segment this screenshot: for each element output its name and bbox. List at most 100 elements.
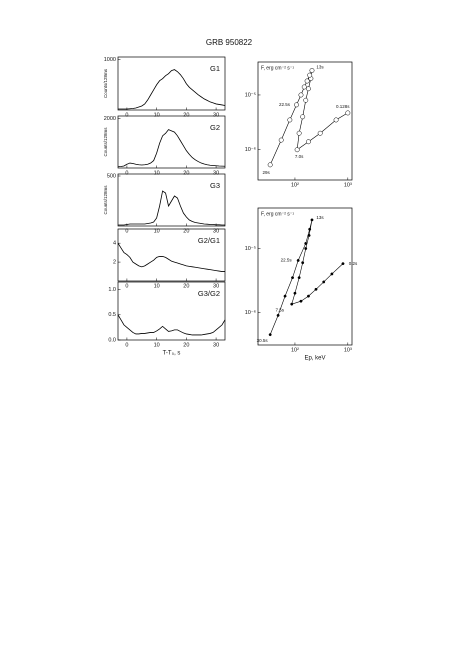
y-tick-label: 10⁻⁶ [245,146,256,153]
data-point [299,299,303,303]
data-point [283,294,287,298]
plot-frame [117,56,226,111]
y-tick-label: 4 [113,241,116,247]
y-tick-label: 500 [107,173,116,179]
x-tick-label: 10³ [344,347,352,353]
x-axis-label: Ep, keV [304,356,325,362]
y-tick-label: 1.0 [108,287,116,293]
data-point [314,287,318,291]
data-point [297,276,301,280]
data-point [303,97,309,103]
data-point [341,262,345,266]
data-point [290,302,294,306]
x-tick-label: 10 [154,112,160,118]
y-tick-label: 2000 [104,116,116,122]
annotation: 0.2s [349,261,358,266]
x-tick-label: 20 [183,283,189,289]
x-tick-label: 30 [213,170,219,176]
data-point [306,294,310,298]
x-tick-label: 0 [125,170,128,176]
data-point [309,68,315,73]
figure-title: GRB 950822 [206,38,253,47]
x-tick-label: 10 [154,170,160,176]
light-curve [117,242,225,272]
data-point [305,86,311,92]
data-point [301,261,305,265]
trajectory [269,219,344,335]
data-point [304,241,308,245]
data-point [322,280,326,284]
plot-frame [117,115,226,169]
light-curve [118,69,226,110]
data-point [298,92,304,98]
panel-label: G3 [210,181,220,190]
data-point [291,276,294,280]
data-point [333,117,339,123]
annotation: 22.5s [281,258,293,263]
panel-label: G2 [210,123,220,132]
data-point [307,234,311,237]
x-tick-label: 30 [213,228,219,234]
x-tick-label: 0 [125,342,128,348]
x-tick-label: 10² [291,182,299,188]
data-point [278,137,284,143]
data-point [330,272,334,276]
y-axis-label: Counts/128ms [103,127,108,157]
x-tick-label: 30 [213,112,219,118]
light-curve [117,314,226,336]
data-point [296,259,300,262]
data-point [301,84,307,90]
x-tick-label: 20 [183,170,189,176]
data-point [287,117,293,123]
data-point [300,114,306,120]
x-tick-label: 30 [213,342,219,348]
data-point [345,110,351,116]
y-tick-label: 10⁻⁵ [245,91,256,98]
data-point [307,72,313,78]
x-tick-label: 10 [154,283,160,289]
y-axis-label: F, erg cm⁻² s⁻¹ [261,65,294,71]
annotation: 22.5s [279,102,291,107]
x-tick-label: 10³ [344,182,352,188]
x-axis-label: T-T₀, s [163,351,181,357]
x-tick-label: 20 [183,342,189,348]
x-tick-label: 0 [125,228,128,234]
data-point [267,162,273,168]
panel-label: G2/G1 [198,236,220,245]
data-point [268,333,272,337]
y-tick-label: 1000 [104,57,116,63]
x-tick-label: 0 [125,112,128,118]
annotation: 13s [316,215,324,220]
plot-frame [117,228,226,282]
data-point [304,247,308,250]
plot-frame [257,207,353,346]
data-point [304,78,310,84]
light-curve [117,129,226,168]
data-point [293,291,297,295]
y-tick-label: 0.0 [108,337,116,343]
plot-frame [117,173,226,227]
x-tick-label: 20 [183,228,189,234]
x-tick-label: 30 [213,283,219,289]
data-point [294,147,300,153]
data-point [310,218,314,222]
data-point [296,130,302,136]
data-point [317,130,323,136]
plot-frame [117,281,226,341]
y-tick-label: 10⁻⁵ [245,245,256,252]
y-axis-label: F, erg cm⁻² s⁻¹ [261,211,294,217]
annotation: 7.0s [295,154,304,159]
data-point [308,227,312,231]
data-point [305,139,311,145]
annotation: 13s [316,65,324,70]
x-tick-label: 10 [154,342,160,348]
plot-frame [257,61,353,181]
data-point [294,102,299,108]
panel-label: G1 [210,64,220,73]
annotation: 30.5s [257,338,269,343]
x-tick-label: 10 [154,228,160,234]
annotation: 7.5s [275,307,284,312]
x-tick-label: 0 [125,283,128,289]
x-tick-label: 20 [183,112,189,118]
